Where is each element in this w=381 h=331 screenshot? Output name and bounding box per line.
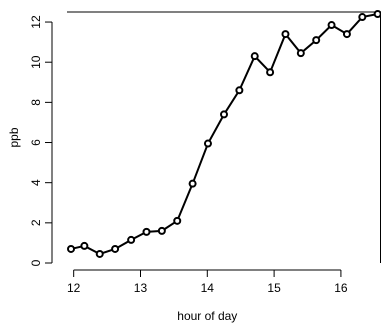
data-point <box>342 30 351 39</box>
data-point <box>67 244 76 253</box>
y-axis-label: ppb <box>7 127 21 147</box>
y-tick-label: 12 <box>29 15 43 29</box>
series-group <box>67 10 381 258</box>
x-axis-label: hour of day <box>177 309 237 323</box>
plot-box <box>67 11 381 263</box>
x-tick-label: 15 <box>267 281 281 295</box>
data-point <box>327 21 336 30</box>
data-point <box>250 52 259 61</box>
data-point <box>235 86 244 95</box>
y-axis: 0 2 4 6 8 10 12 <box>29 15 53 266</box>
data-point <box>220 110 228 119</box>
data-point <box>203 139 212 148</box>
y-tick-label: 2 <box>29 219 43 226</box>
y-tick-label: 4 <box>29 179 43 186</box>
x-tick-label: 13 <box>134 281 148 295</box>
y-tick-label: 10 <box>29 55 43 69</box>
data-point <box>188 179 197 188</box>
y-tick-label: 0 <box>29 259 43 266</box>
data-point <box>157 226 166 235</box>
y-tick-label: 8 <box>29 99 43 106</box>
data-point <box>296 49 305 58</box>
data-point <box>358 13 367 22</box>
data-point <box>142 227 151 236</box>
x-tick-label: 12 <box>67 281 81 295</box>
data-point <box>312 36 321 45</box>
y-ticks: 0 2 4 6 8 10 12 <box>29 15 52 266</box>
data-point <box>111 244 120 253</box>
x-tick-label: 16 <box>334 281 348 295</box>
x-axis: 12 13 14 15 16 <box>67 269 348 295</box>
data-point <box>266 68 275 77</box>
series-line <box>70 13 378 256</box>
x-tick-label: 14 <box>201 281 215 295</box>
data-point <box>373 10 381 19</box>
x-ticks: 12 13 14 15 16 <box>67 270 348 295</box>
y-tick-label: 6 <box>29 139 43 146</box>
data-point <box>95 249 104 258</box>
data-point <box>173 216 182 225</box>
data-point <box>127 235 136 244</box>
data-point <box>281 30 290 39</box>
data-point <box>80 241 89 250</box>
